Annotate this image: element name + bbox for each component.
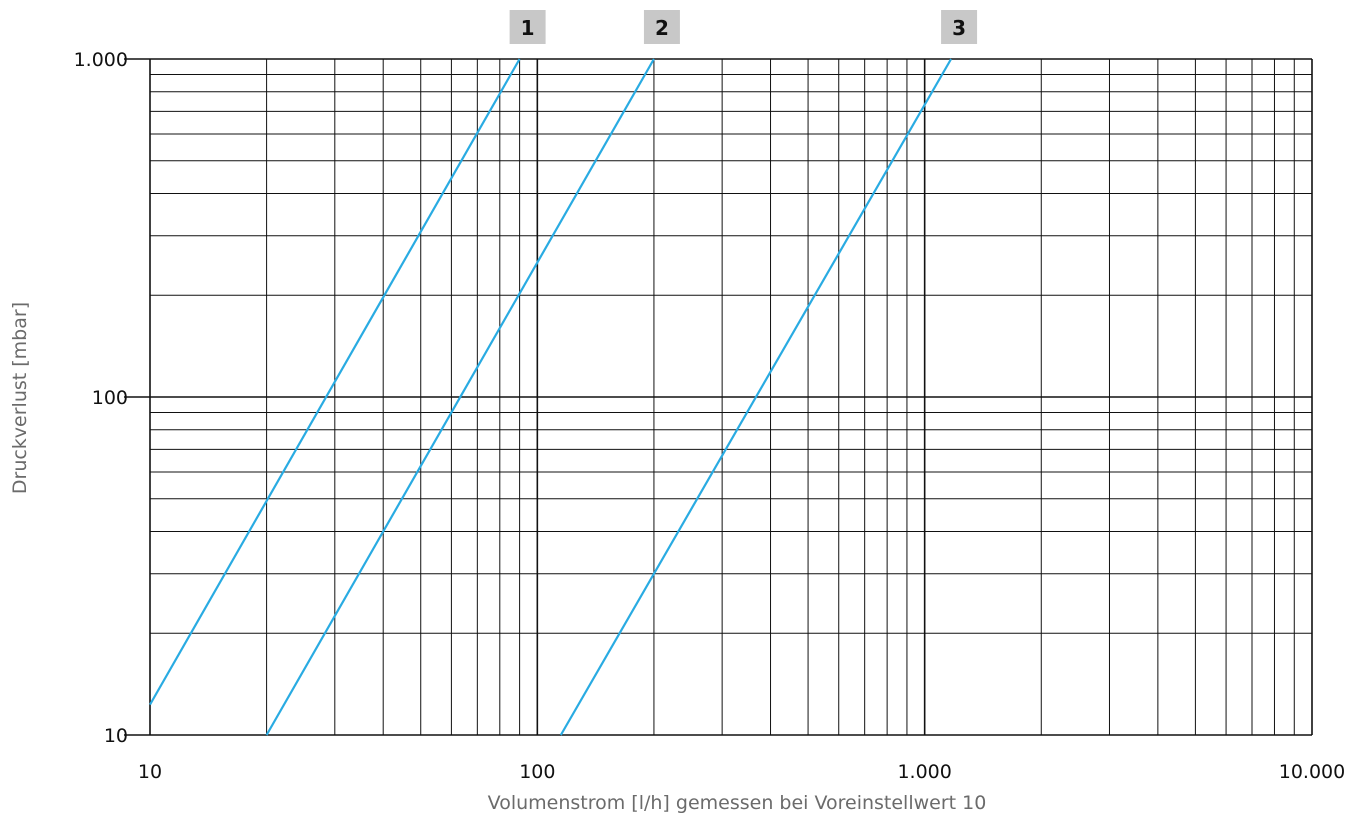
x-tick-label: 10.000: [1279, 761, 1345, 783]
series-line-3: [559, 58, 953, 736]
series-badges: 1 2 3: [509, 10, 978, 44]
x-tick-label: 1.000: [897, 761, 951, 783]
tick-labels: 10 100 1.000 10.000 10 100 1.000: [74, 49, 1346, 783]
y-tick-label: 100: [92, 387, 128, 409]
series-badge-1: 1: [509, 10, 546, 44]
series-badge-label: 3: [952, 16, 966, 40]
series-line-2: [265, 58, 655, 736]
y-axis-label: Druckverlust [mbar]: [9, 302, 31, 494]
series-badge-label: 1: [521, 16, 535, 40]
series-badge-2: 2: [643, 10, 680, 44]
series-badge-bg: [643, 10, 680, 44]
y-tick-label: 10: [104, 725, 128, 747]
series-badge-3: 3: [941, 10, 978, 44]
x-tick-label: 100: [519, 761, 555, 783]
x-tick-label: 10: [138, 761, 162, 783]
series-line-1: [149, 58, 521, 706]
series-badge-bg: [941, 10, 978, 44]
series-group: [149, 58, 953, 736]
series-badge-bg: [509, 10, 546, 44]
grid: [124, 58, 1313, 736]
y-tick-label: 1.000: [74, 49, 128, 71]
x-axis-label: Volumenstrom [l/h] gemessen bei Voreinst…: [488, 792, 987, 814]
series-badge-label: 2: [655, 16, 669, 40]
